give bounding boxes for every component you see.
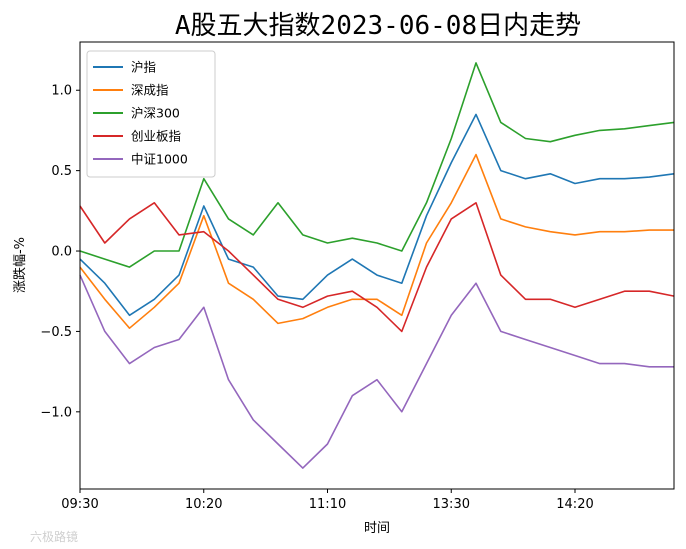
series-line-3 [79,202,675,333]
x-tick-label: 09:30 [61,497,98,512]
chart-title: A股五大指数2023-06-08日内走势 [175,11,581,41]
y-axis: −1.0 −0.5 0.0 0.5 1.0 [40,84,80,420]
series-line-1 [79,153,674,330]
series-line-0 [79,113,675,317]
series-line-2 [79,62,675,268]
y-tick-label: −1.0 [40,405,72,420]
y-tick-label: 1.0 [51,84,72,99]
legend-box [86,50,216,178]
y-tick-label: 0.5 [51,164,72,179]
y-tick-label: −0.5 [40,325,72,340]
plot-frame [79,41,675,490]
legend-label-3: 创业板指 [131,129,181,144]
legend-label-2: 沪深300 [131,106,180,121]
x-tick-label: 10:20 [185,497,222,512]
x-tick-label: 13:30 [433,497,470,512]
y-axis-label: 涨跌幅-% [12,237,28,293]
legend-label-0: 沪指 [131,60,156,75]
y-tick-label: 0.0 [51,245,72,260]
x-tick-label: 14:20 [556,497,593,512]
plot-area [79,62,675,469]
watermark-text: 六极路镜 [30,529,78,544]
series-line-4 [79,274,674,469]
x-axis: 09:30 10:20 11:10 13:30 14:20 [61,489,594,512]
x-axis-label: 时间 [364,521,390,536]
legend-label-1: 深成指 [131,83,169,98]
legend-label-4: 中证1000 [131,152,188,167]
x-tick-label: 11:10 [309,497,346,512]
